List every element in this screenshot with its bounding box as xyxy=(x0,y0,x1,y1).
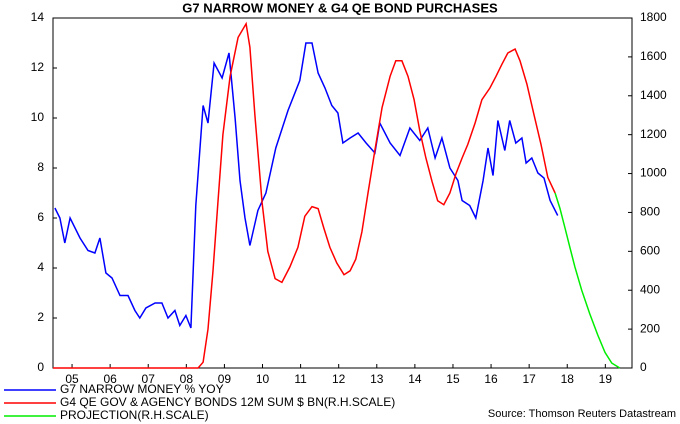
x-tick-label: 19 xyxy=(599,372,613,386)
y-tick-label: 4 xyxy=(37,260,44,274)
x-tick-label: 12 xyxy=(332,372,346,386)
y2-tick-label: 0 xyxy=(640,360,647,374)
y-tick-label: 14 xyxy=(31,10,45,24)
x-tick-label: 06 xyxy=(103,372,117,386)
y2-tick-label: 400 xyxy=(640,282,660,296)
x-tick-label: 09 xyxy=(218,372,232,386)
y-tick-label: 10 xyxy=(31,110,45,124)
y-tick-label: 12 xyxy=(31,60,45,74)
y2-tick-label: 1200 xyxy=(640,127,667,141)
plot-frame xyxy=(52,17,633,369)
y-tick-label: 2 xyxy=(37,310,44,324)
x-tick-label: 13 xyxy=(370,372,384,386)
x-tick-label: 08 xyxy=(180,372,194,386)
y-tick-label: 0 xyxy=(37,360,44,374)
series-line xyxy=(54,42,559,329)
x-tick-label: 17 xyxy=(522,372,536,386)
x-tick-label: 05 xyxy=(65,372,79,386)
x-tick-label: 18 xyxy=(561,372,575,386)
series-line xyxy=(554,192,621,369)
x-tick-label: 07 xyxy=(142,372,156,386)
chart-title: G7 NARROW MONEY & G4 QE BOND PURCHASES xyxy=(182,0,498,15)
y-tick-label: 8 xyxy=(37,160,44,174)
legend-label: G7 NARROW MONEY % YOY xyxy=(60,382,224,396)
series-line xyxy=(53,21,556,369)
y2-tick-label: 1800 xyxy=(640,10,667,24)
x-tick-label: 15 xyxy=(446,372,460,386)
legend-label: G4 QE GOV & AGENCY BONDS 12M SUM $ BN(R.… xyxy=(60,395,395,409)
y2-tick-label: 1000 xyxy=(640,166,667,180)
x-tick-label: 11 xyxy=(294,372,307,386)
source-note: Source: Thomson Reuters Datastream xyxy=(488,408,676,420)
y2-tick-label: 600 xyxy=(640,244,660,258)
x-tick-label: 10 xyxy=(256,372,270,386)
y2-tick-label: 200 xyxy=(640,321,660,335)
y-tick-label: 6 xyxy=(37,210,44,224)
x-tick-label: 14 xyxy=(408,372,422,386)
y2-tick-label: 800 xyxy=(640,205,660,219)
x-tick-label: 16 xyxy=(484,372,498,386)
legend-label: PROJECTION(R.H.SCALE) xyxy=(60,408,209,422)
y2-tick-label: 1400 xyxy=(640,88,667,102)
y2-tick-label: 1600 xyxy=(640,49,667,63)
